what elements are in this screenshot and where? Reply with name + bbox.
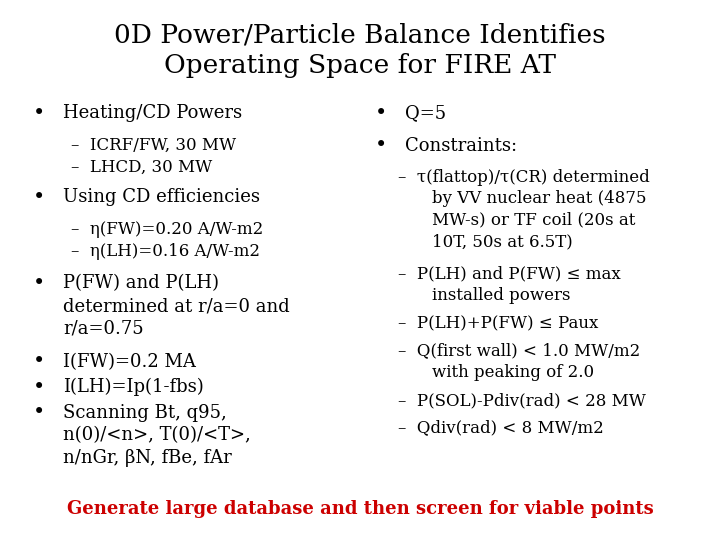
Text: –  LHCD, 30 MW: – LHCD, 30 MW	[71, 159, 212, 176]
Text: by VV nuclear heat (4875: by VV nuclear heat (4875	[432, 190, 647, 207]
Text: •: •	[374, 136, 387, 156]
Text: –  ICRF/FW, 30 MW: – ICRF/FW, 30 MW	[71, 137, 235, 154]
Text: Heating/CD Powers: Heating/CD Powers	[63, 104, 243, 123]
Text: •: •	[32, 104, 45, 123]
Text: 10T, 50s at 6.5T): 10T, 50s at 6.5T)	[432, 233, 572, 251]
Text: r/a=0.75: r/a=0.75	[63, 320, 144, 338]
Text: •: •	[32, 274, 45, 293]
Text: with peaking of 2.0: with peaking of 2.0	[432, 364, 594, 381]
Text: –  η(LH)=0.16 A/W-m2: – η(LH)=0.16 A/W-m2	[71, 242, 260, 260]
Text: determined at r/a=0 and: determined at r/a=0 and	[63, 297, 290, 315]
Text: –  P(LH) and P(FW) ≤ max: – P(LH) and P(FW) ≤ max	[398, 266, 621, 283]
Text: Using CD efficiencies: Using CD efficiencies	[63, 188, 261, 206]
Text: –  P(SOL)-Pdiv(rad) < 28 MW: – P(SOL)-Pdiv(rad) < 28 MW	[398, 392, 646, 409]
Text: –  Q(first wall) < 1.0 MW/m2: – Q(first wall) < 1.0 MW/m2	[398, 342, 640, 360]
Text: n/nGr, βN, fBe, fAr: n/nGr, βN, fBe, fAr	[63, 449, 232, 467]
Text: –  Qdiv(rad) < 8 MW/m2: – Qdiv(rad) < 8 MW/m2	[398, 419, 604, 436]
Text: •: •	[32, 377, 45, 397]
Text: n(0)/<n>, T(0)/<T>,: n(0)/<n>, T(0)/<T>,	[63, 426, 251, 444]
Text: •: •	[32, 187, 45, 207]
Text: P(FW) and P(LH): P(FW) and P(LH)	[63, 274, 220, 293]
Text: –  P(LH)+P(FW) ≤ Paux: – P(LH)+P(FW) ≤ Paux	[398, 315, 598, 333]
Text: 0D Power/Particle Balance Identifies: 0D Power/Particle Balance Identifies	[114, 23, 606, 48]
Text: –  η(FW)=0.20 A/W-m2: – η(FW)=0.20 A/W-m2	[71, 221, 263, 238]
Text: Constraints:: Constraints:	[405, 137, 518, 155]
Text: •: •	[32, 403, 45, 422]
Text: Operating Space for FIRE AT: Operating Space for FIRE AT	[164, 53, 556, 78]
Text: I(FW)=0.2 MA: I(FW)=0.2 MA	[63, 353, 197, 371]
Text: MW-s) or TF coil (20s at: MW-s) or TF coil (20s at	[432, 212, 635, 229]
Text: Q=5: Q=5	[405, 104, 446, 123]
Text: Scanning Bt, q95,: Scanning Bt, q95,	[63, 403, 227, 422]
Text: installed powers: installed powers	[432, 287, 570, 305]
Text: I(LH)=Ip(1-fbs): I(LH)=Ip(1-fbs)	[63, 378, 204, 396]
Text: •: •	[32, 352, 45, 372]
Text: Generate large database and then screen for viable points: Generate large database and then screen …	[67, 500, 653, 518]
Text: –  τ(flattop)/τ(CR) determined: – τ(flattop)/τ(CR) determined	[398, 168, 650, 186]
Text: •: •	[374, 104, 387, 123]
